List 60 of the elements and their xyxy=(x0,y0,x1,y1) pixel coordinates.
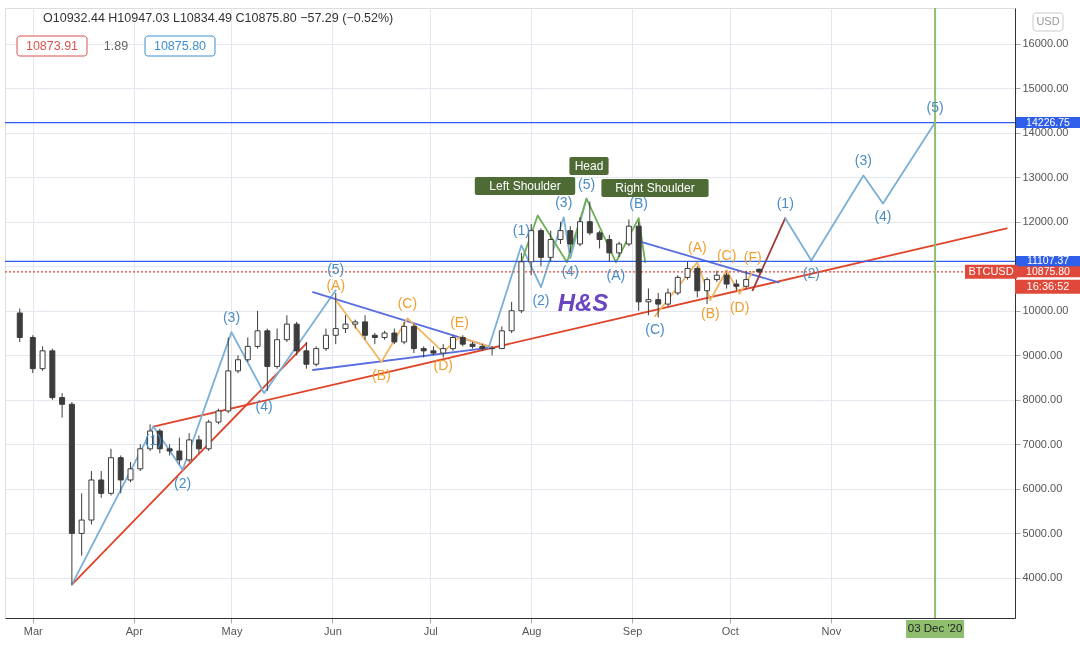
annotation: O10932.44 H10947.03 L10834.49 C10875.80 −57.29 (−0.52%) xyxy=(43,11,394,25)
y-tick-label: 12000.00 xyxy=(1022,215,1069,228)
y-tick-label: 13000.00 xyxy=(1022,170,1069,183)
annotation: (B) xyxy=(700,305,720,322)
annotation: (5) xyxy=(577,175,596,192)
annotation: 10875.80 xyxy=(153,39,207,53)
annotation: (4) xyxy=(561,263,579,280)
annotation: (5) xyxy=(327,261,345,278)
annotation: (1) xyxy=(512,222,530,239)
annotation: (A) xyxy=(326,277,346,294)
y-tick-label: 15000.00 xyxy=(1022,81,1069,94)
y-tick-label: 4000.00 xyxy=(1022,571,1063,584)
annotation: 1.89 xyxy=(103,39,129,53)
annotation: (C) xyxy=(645,321,665,338)
annotation: (D) xyxy=(433,357,453,374)
x-tick-label: Jul xyxy=(423,624,438,637)
annotation: (E) xyxy=(450,314,469,331)
annotation: Left Shoulder xyxy=(489,179,561,193)
annotation: (3) xyxy=(555,194,573,211)
annotation: (2) xyxy=(532,292,550,309)
annotation: (4) xyxy=(874,208,892,225)
y-tick-label: 7000.00 xyxy=(1022,437,1063,450)
x-tick-label: Aug xyxy=(521,624,542,637)
x-tick-label: Mar xyxy=(23,624,44,637)
text: USD xyxy=(1036,15,1060,27)
annotation: BTCUSD xyxy=(968,264,1014,277)
annotation: Head xyxy=(574,159,604,173)
y-tick-label: 16000.00 xyxy=(1022,37,1069,50)
x-tick-label: Jun xyxy=(324,624,342,637)
ref-line-label: 11107.37 xyxy=(1026,254,1070,267)
annotation: (C) xyxy=(716,247,737,264)
y-tick-label: 10000.00 xyxy=(1022,304,1069,317)
x-tick-label: Apr xyxy=(125,624,144,637)
ref-line-label: 14226.75 xyxy=(1026,115,1071,128)
annotation: (A) xyxy=(687,239,707,256)
annotation: (A) xyxy=(606,267,626,284)
y-tick-label: 8000.00 xyxy=(1022,393,1063,406)
x-tick-label: May xyxy=(221,624,243,637)
x-tick-label: Nov xyxy=(821,624,842,637)
text: 16:36:52 xyxy=(1026,279,1070,292)
y-tick-label: 5000.00 xyxy=(1022,526,1063,539)
annotation: (4) xyxy=(255,398,273,415)
x-tick-label: Sep xyxy=(622,624,643,637)
annotation: (3) xyxy=(222,309,241,326)
annotation: Right Shoulder xyxy=(615,181,695,195)
annotation: 10873.91 xyxy=(25,39,79,53)
annotation: (D) xyxy=(729,298,750,315)
annotation: (3) xyxy=(854,152,872,169)
annotation: (2) xyxy=(174,474,192,491)
ref-line-label: 10875.80 xyxy=(1026,264,1071,277)
annotation: (1) xyxy=(776,195,794,212)
x-tick-label: Oct xyxy=(721,624,739,637)
y-tick-label: 9000.00 xyxy=(1022,348,1063,361)
ref-line-label: 03 Dec '20 xyxy=(907,622,963,634)
annotation: (F) xyxy=(743,248,762,265)
y-tick-label: 6000.00 xyxy=(1022,482,1063,495)
annotation: (C) xyxy=(397,295,418,312)
annotation: (B) xyxy=(629,195,648,212)
y-tick-label: 14000.00 xyxy=(1022,126,1069,139)
annotation: H&S xyxy=(557,289,609,316)
